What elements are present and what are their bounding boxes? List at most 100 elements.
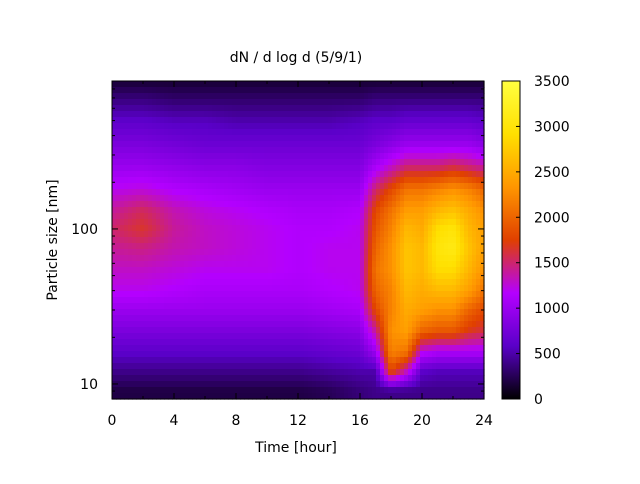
- heatmap-cell: [212, 231, 217, 238]
- heatmap-cell: [456, 339, 461, 346]
- heatmap-cell: [372, 297, 377, 304]
- heatmap-cell: [368, 225, 373, 232]
- heatmap-cell: [472, 249, 477, 256]
- heatmap-cell: [448, 183, 453, 190]
- heatmap-cell: [184, 351, 189, 358]
- heatmap-cell: [288, 369, 293, 376]
- heatmap-cell: [324, 177, 329, 184]
- heatmap-cell: [388, 351, 393, 358]
- heatmap-cell: [272, 375, 277, 382]
- heatmap-cell: [200, 279, 205, 286]
- heatmap-cell: [448, 243, 453, 250]
- heatmap-cell: [472, 267, 477, 274]
- heatmap-cell: [188, 327, 193, 334]
- heatmap-cell: [228, 369, 233, 376]
- heatmap-cell: [316, 105, 321, 112]
- heatmap-cell: [212, 303, 217, 310]
- heatmap-cell: [356, 357, 361, 364]
- heatmap-cell: [232, 345, 237, 352]
- heatmap-cell: [344, 111, 349, 118]
- heatmap-cell: [152, 195, 157, 202]
- heatmap-cell: [168, 261, 173, 268]
- heatmap-cell: [188, 81, 193, 88]
- heatmap-cell: [220, 291, 225, 298]
- heatmap-cell: [392, 327, 397, 334]
- heatmap-cell: [416, 135, 421, 142]
- heatmap-cell: [276, 237, 281, 244]
- heatmap-cell: [448, 147, 453, 154]
- heatmap-cell: [316, 273, 321, 280]
- heatmap-cell: [232, 117, 237, 124]
- heatmap-cell: [332, 207, 337, 214]
- heatmap-cell: [348, 117, 353, 124]
- heatmap-cell: [408, 279, 413, 286]
- heatmap-cell: [232, 195, 237, 202]
- heatmap-cell: [208, 273, 213, 280]
- heatmap-cell: [396, 381, 401, 388]
- heatmap-cell: [172, 297, 177, 304]
- heatmap-cell: [324, 285, 329, 292]
- heatmap-cell: [396, 147, 401, 154]
- heatmap-cell: [468, 321, 473, 328]
- heatmap-cell: [336, 117, 341, 124]
- heatmap-cell: [352, 291, 357, 298]
- heatmap-cell: [152, 93, 157, 100]
- heatmap-cell: [152, 321, 157, 328]
- heatmap-cell: [332, 111, 337, 118]
- heatmap-cell: [440, 273, 445, 280]
- heatmap-cell: [140, 387, 145, 394]
- heatmap-cell: [236, 99, 241, 106]
- heatmap-cell: [152, 267, 157, 274]
- heatmap-cell: [168, 231, 173, 238]
- heatmap-cell: [304, 357, 309, 364]
- heatmap-cell: [124, 327, 129, 334]
- heatmap-cell: [336, 321, 341, 328]
- heatmap-cell: [236, 189, 241, 196]
- heatmap-cell: [384, 129, 389, 136]
- heatmap-cell: [112, 93, 117, 100]
- heatmap-cell: [116, 111, 121, 118]
- heatmap-cell: [312, 87, 317, 94]
- heatmap-cell: [244, 255, 249, 262]
- heatmap-cell: [132, 207, 137, 214]
- heatmap-cell: [152, 159, 157, 166]
- heatmap-cell: [192, 303, 197, 310]
- heatmap-cell: [396, 285, 401, 292]
- heatmap-cell: [312, 93, 317, 100]
- heatmap-cell: [300, 171, 305, 178]
- heatmap-cell: [356, 201, 361, 208]
- heatmap-cell: [164, 315, 169, 322]
- heatmap-cell: [168, 105, 173, 112]
- heatmap-cell: [400, 345, 405, 352]
- heatmap-cell: [364, 237, 369, 244]
- heatmap-cell: [408, 357, 413, 364]
- heatmap-cell: [240, 255, 245, 262]
- heatmap-cell: [272, 387, 277, 394]
- heatmap-cell: [288, 351, 293, 358]
- heatmap-cell: [284, 87, 289, 94]
- heatmap-cell: [372, 141, 377, 148]
- heatmap-cell: [380, 207, 385, 214]
- heatmap-cell: [128, 303, 133, 310]
- heatmap-cell: [248, 117, 253, 124]
- heatmap-cell: [304, 267, 309, 274]
- heatmap-cell: [400, 111, 405, 118]
- heatmap-cell: [468, 111, 473, 118]
- heatmap-cell: [388, 153, 393, 160]
- heatmap-cell: [364, 123, 369, 130]
- heatmap-cell: [220, 201, 225, 208]
- heatmap-cell: [216, 345, 221, 352]
- heatmap-cell: [432, 99, 437, 106]
- heatmap-cell: [352, 369, 357, 376]
- heatmap-cell: [264, 339, 269, 346]
- heatmap-cell: [464, 213, 469, 220]
- heatmap-cell: [444, 147, 449, 154]
- heatmap-cell: [148, 201, 153, 208]
- heatmap-cell: [240, 249, 245, 256]
- heatmap-cell: [388, 183, 393, 190]
- heatmap-cell: [240, 213, 245, 220]
- heatmap-cell: [120, 309, 125, 316]
- heatmap-cell: [156, 375, 161, 382]
- heatmap-cell: [404, 279, 409, 286]
- heatmap-cell: [156, 189, 161, 196]
